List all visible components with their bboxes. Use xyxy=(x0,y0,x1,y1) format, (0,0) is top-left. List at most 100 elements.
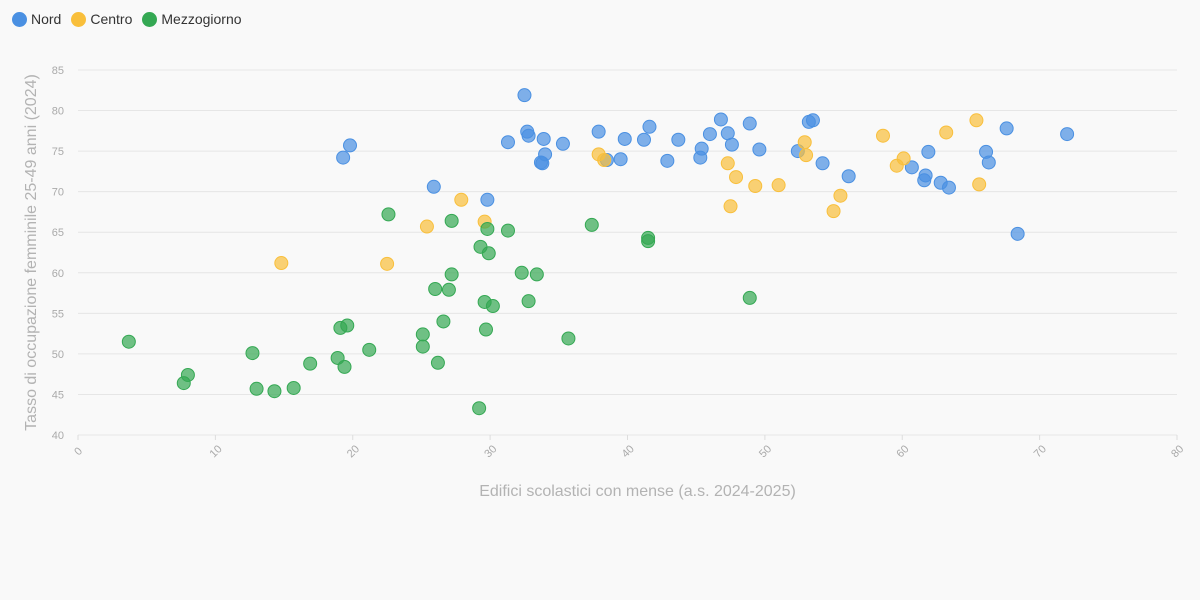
data-point xyxy=(561,331,576,346)
data-point xyxy=(340,318,355,333)
data-point xyxy=(444,213,459,228)
data-point xyxy=(267,384,282,399)
data-point xyxy=(430,355,445,370)
data-point xyxy=(702,127,717,142)
legend-item-nord[interactable]: Nord xyxy=(12,11,61,27)
data-point xyxy=(521,128,536,143)
data-point xyxy=(521,294,536,309)
y-tick-label: 70 xyxy=(52,187,64,199)
legend-swatch xyxy=(71,11,87,27)
data-point xyxy=(336,150,351,165)
data-point xyxy=(918,168,933,183)
data-point xyxy=(904,160,919,175)
x-tick-label: 80 xyxy=(1169,443,1186,460)
y-tick-label: 45 xyxy=(52,389,64,401)
y-tick-label: 85 xyxy=(52,65,64,77)
data-point xyxy=(1060,127,1075,142)
data-point xyxy=(742,290,757,305)
series-mezzogiorno xyxy=(121,207,757,416)
x-tick-label: 60 xyxy=(894,443,911,460)
data-point xyxy=(343,138,358,153)
data-point xyxy=(303,356,318,371)
data-point xyxy=(514,265,529,280)
data-point xyxy=(286,380,301,395)
data-point xyxy=(941,180,956,195)
x-tick-label: 40 xyxy=(620,443,637,460)
y-axis-title: Tasso di occupazione femminile 25-49 ann… xyxy=(23,74,40,431)
x-tick-label: 50 xyxy=(757,443,774,460)
data-point xyxy=(636,132,651,147)
data-point xyxy=(500,223,515,238)
data-point xyxy=(538,147,553,162)
data-point xyxy=(436,314,451,329)
data-point xyxy=(671,132,686,147)
legend-item-mezzogiorno[interactable]: Mezzogiorno xyxy=(142,11,242,27)
data-point xyxy=(428,282,443,296)
data-point xyxy=(380,256,395,271)
data-point xyxy=(972,177,987,192)
data-point xyxy=(500,135,515,150)
y-tick-label: 55 xyxy=(52,308,64,320)
data-point xyxy=(485,299,500,314)
y-tick-label: 75 xyxy=(52,146,64,158)
data-point xyxy=(472,401,487,416)
data-point xyxy=(981,155,996,170)
data-point xyxy=(939,125,954,140)
data-point xyxy=(876,128,891,143)
y-tick-label: 40 xyxy=(52,430,64,442)
x-tick-label: 10 xyxy=(208,443,225,460)
data-point xyxy=(454,192,469,207)
x-axis-title: Edifici scolastici con mense (a.s. 2024-… xyxy=(479,483,796,500)
data-point xyxy=(1010,226,1025,241)
data-point xyxy=(841,169,856,184)
data-point xyxy=(529,267,544,282)
data-point xyxy=(555,136,570,151)
x-tick-label: 20 xyxy=(345,443,362,460)
data-point xyxy=(441,282,456,297)
data-point xyxy=(584,217,599,232)
legend-swatch xyxy=(142,11,158,27)
legend-item-centro[interactable]: Centro xyxy=(71,11,132,27)
data-point xyxy=(419,219,434,234)
data-point xyxy=(999,121,1014,136)
data-point xyxy=(121,334,136,349)
data-point xyxy=(921,144,936,159)
data-point xyxy=(480,221,495,236)
data-point xyxy=(826,204,841,219)
data-point xyxy=(720,156,735,171)
legend-label: Mezzogiorno xyxy=(161,11,242,27)
data-point xyxy=(724,137,739,152)
y-tick-label: 50 xyxy=(52,349,64,361)
data-point xyxy=(245,346,260,361)
data-point xyxy=(381,207,396,222)
data-point xyxy=(337,359,352,374)
data-point xyxy=(748,178,763,193)
y-tick-label: 60 xyxy=(52,268,64,280)
data-point xyxy=(969,113,984,128)
data-point xyxy=(415,327,430,342)
data-point xyxy=(641,234,656,249)
data-point xyxy=(479,322,494,337)
data-point xyxy=(517,88,532,103)
data-point xyxy=(274,256,289,271)
x-tick-label: 0 xyxy=(72,445,85,458)
data-point xyxy=(536,131,551,146)
data-point xyxy=(723,199,738,214)
y-tick-label: 80 xyxy=(52,106,64,118)
data-point xyxy=(444,267,459,282)
data-point xyxy=(771,178,786,193)
data-point xyxy=(660,153,675,168)
x-tick-label: 30 xyxy=(482,443,499,460)
legend-label: Nord xyxy=(31,11,62,27)
data-point xyxy=(480,192,495,207)
data-point xyxy=(426,179,441,194)
legend: Nord Centro Mezzogiorno xyxy=(12,11,242,27)
data-point xyxy=(713,112,728,127)
y-tick-label: 65 xyxy=(52,227,64,239)
data-point xyxy=(797,135,812,150)
data-point xyxy=(180,367,195,382)
data-point xyxy=(481,246,496,261)
data-point xyxy=(362,342,377,357)
